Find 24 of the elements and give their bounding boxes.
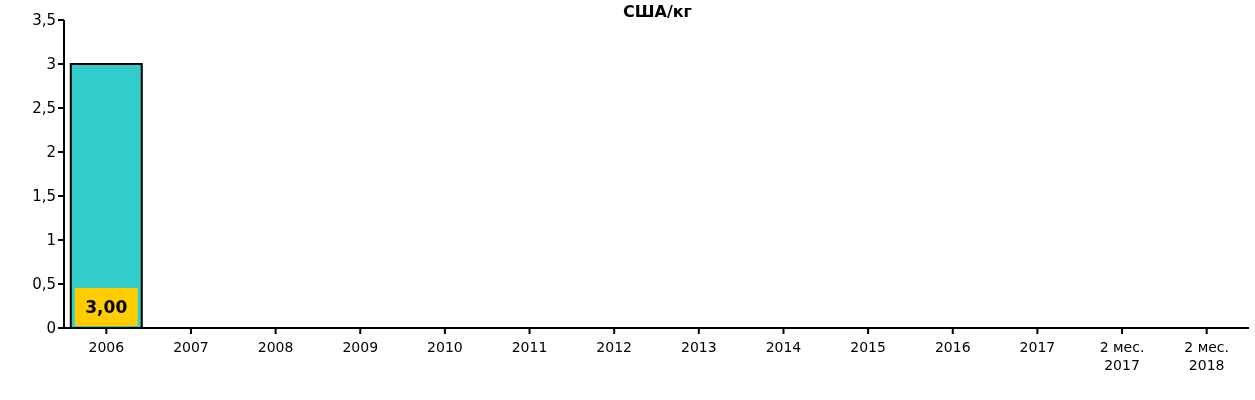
y-tick-label: 1 xyxy=(46,231,56,250)
y-tick-label: 1,5 xyxy=(32,187,56,206)
x-tick-label: 2007 xyxy=(173,339,209,355)
x-tick-label: 2008 xyxy=(257,339,294,355)
chart-title: США/кг xyxy=(623,2,692,21)
y-tick-label: 3,5 xyxy=(32,11,56,30)
x-tick-label: 2009 xyxy=(342,339,379,355)
x-tick-label: 2 мес. 2017 xyxy=(1099,339,1145,373)
y-tick-label: 2 xyxy=(46,143,56,162)
x-tick-label: 2013 xyxy=(681,339,717,355)
x-tick-label: 2016 xyxy=(934,339,971,355)
x-tick-label: 2017 xyxy=(1019,339,1056,355)
x-tick-label: 2014 xyxy=(765,339,802,355)
x-tick-label: 2 мес. 2018 xyxy=(1184,339,1230,373)
x-tick-label: 2011 xyxy=(511,339,548,355)
x-tick-label: 2010 xyxy=(427,339,463,355)
y-tick-label: 0,5 xyxy=(32,275,56,294)
y-tick-label: 0 xyxy=(46,319,56,338)
y-tick-label: 3 xyxy=(46,55,56,74)
y-tick-label: 2,5 xyxy=(32,99,56,118)
x-tick-label: 2012 xyxy=(596,339,632,355)
data-label: 3,00 xyxy=(85,297,128,317)
x-tick-label: 2015 xyxy=(850,339,886,355)
x-tick-label: 2006 xyxy=(88,339,125,355)
